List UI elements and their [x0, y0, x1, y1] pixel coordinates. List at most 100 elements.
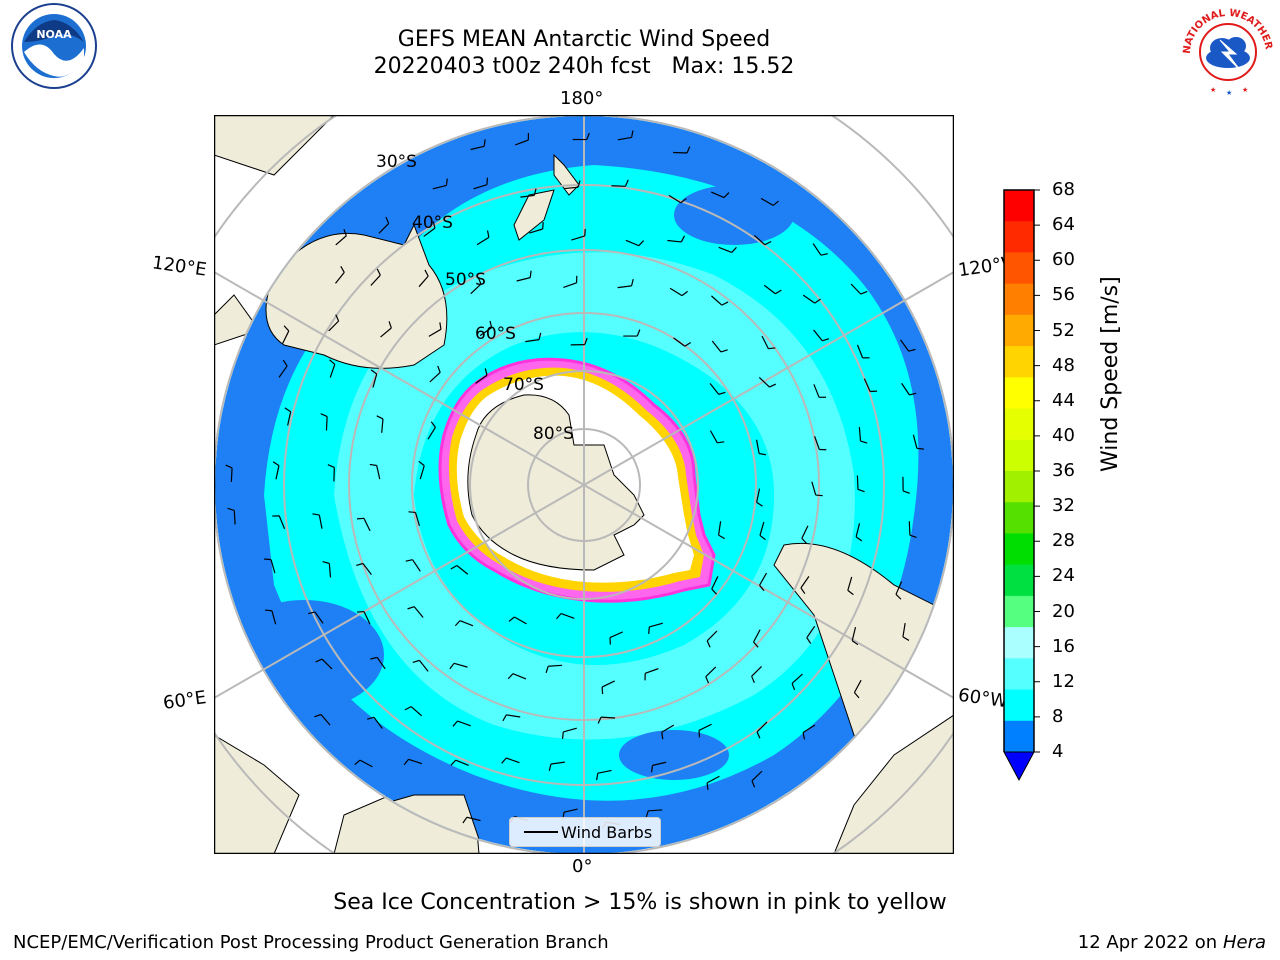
wind-barb — [462, 816, 481, 824]
wind-barb — [370, 268, 381, 286]
wind-barb — [759, 521, 766, 541]
colorbar-segment — [1004, 627, 1034, 659]
wind-barbs — [225, 130, 924, 829]
wind-barb — [450, 759, 469, 766]
colorbar-segment — [1004, 377, 1034, 410]
wind-barb — [475, 368, 488, 384]
colorbar-segment — [1004, 408, 1034, 441]
wind-barb — [753, 629, 761, 648]
wind-barb — [376, 415, 384, 433]
wind-barb — [856, 344, 870, 359]
wind-barb — [902, 622, 910, 641]
legend-label: Wind Barbs — [561, 823, 653, 842]
wind-barb — [751, 770, 763, 788]
colorbar-tick-label: 56 — [1052, 284, 1075, 306]
wind-barb — [850, 283, 868, 295]
wind-barb — [412, 659, 429, 672]
wind-barb — [356, 517, 371, 532]
lon-label-120e: 120°E — [150, 252, 208, 281]
wind-barb — [516, 270, 532, 282]
wind-barb — [476, 230, 490, 246]
wind-barb — [545, 664, 563, 674]
wind-barb — [806, 625, 816, 644]
colorbar-segment — [1004, 471, 1034, 503]
wind-barb — [648, 622, 663, 635]
lon-label-180: 180° — [560, 88, 604, 109]
wind-barb — [718, 246, 737, 254]
colorbar-label: Wind Speed [m/s] — [1098, 276, 1123, 472]
colorbar-tick-label: 44 — [1052, 389, 1075, 411]
lat-label-50s: 50°S — [445, 270, 486, 290]
wind-barb — [751, 666, 763, 683]
colorbar-segment — [1004, 252, 1034, 285]
colorbar-tick-label: 24 — [1052, 565, 1075, 587]
wind-barb — [858, 427, 868, 444]
wind-barb — [851, 626, 859, 646]
wind-barb — [370, 369, 378, 388]
wind-barb — [760, 197, 779, 206]
wind-barb — [454, 620, 474, 627]
legend-barb-line — [524, 831, 558, 833]
wind-barb — [282, 325, 290, 344]
colorbar-segment — [1004, 564, 1034, 597]
wind-barb — [470, 277, 482, 295]
wind-barb — [407, 606, 424, 618]
wind-barb — [661, 724, 675, 740]
polar-map — [214, 115, 954, 854]
wind-barb — [814, 436, 827, 451]
footer-host: Hera — [1222, 932, 1266, 953]
wind-barb — [908, 521, 917, 539]
colorbar-segment — [1004, 689, 1034, 722]
wind-barb — [611, 179, 629, 187]
colorbar-tick-label: 68 — [1052, 179, 1075, 200]
wind-barb — [369, 463, 381, 480]
colorbar-segment — [1004, 720, 1034, 753]
noaa-logo-icon: NOAA — [11, 3, 97, 89]
lat-label-60s: 60°S — [475, 324, 516, 344]
wind-barb — [370, 656, 386, 670]
wind-barb — [408, 511, 420, 527]
footer-date: 12 Apr 2022 on Hera — [1078, 932, 1266, 953]
wind-barb — [705, 666, 717, 684]
lon-label-60e: 60°E — [161, 687, 208, 714]
wind-barb — [609, 631, 624, 645]
wind-barb — [813, 384, 827, 398]
noaa-logo-text: NOAA — [36, 28, 72, 41]
wind-barb — [710, 191, 730, 199]
wind-barb — [895, 581, 903, 600]
colorbar-tick-label: 12 — [1052, 670, 1075, 692]
land-new-zealand-south — [513, 189, 555, 241]
land-corner-bottom-right — [833, 714, 954, 854]
wind-barb — [601, 680, 615, 695]
wind-barb — [912, 434, 924, 450]
colorbar-segment — [1004, 502, 1034, 534]
wind-barb — [264, 558, 276, 574]
wind-barb — [356, 562, 372, 576]
wind-barb — [899, 339, 916, 352]
wind-barb — [711, 340, 728, 353]
colorbar-segment — [1004, 283, 1034, 316]
wind-barb — [473, 177, 489, 190]
wind-barb — [673, 146, 691, 154]
colorbar-tick-label: 4 — [1052, 741, 1064, 762]
wind-barb — [617, 130, 634, 141]
sea-ice-caption: Sea Ice Concentration > 15% is shown in … — [333, 890, 947, 915]
wind-barb — [625, 239, 645, 247]
wind-barb — [669, 287, 688, 297]
wind-barb — [548, 761, 565, 771]
wind-barb — [449, 662, 468, 670]
wind-barb — [756, 488, 763, 507]
wind-barb — [502, 714, 521, 722]
wind-barb — [428, 322, 442, 337]
colorbar — [1003, 189, 1040, 782]
wind-barb — [272, 515, 286, 530]
plot-title: GEFS MEAN Antarctic Wind Speed — [397, 27, 771, 52]
land-australia — [265, 223, 448, 369]
wind-barb — [322, 560, 332, 578]
wind-barb — [644, 668, 659, 681]
footer-date-text: 12 Apr 2022 on — [1077, 932, 1223, 953]
wind-barb — [813, 329, 830, 342]
wind-barb — [452, 720, 471, 727]
wind-barb — [645, 809, 663, 818]
wind-barb — [856, 475, 865, 493]
